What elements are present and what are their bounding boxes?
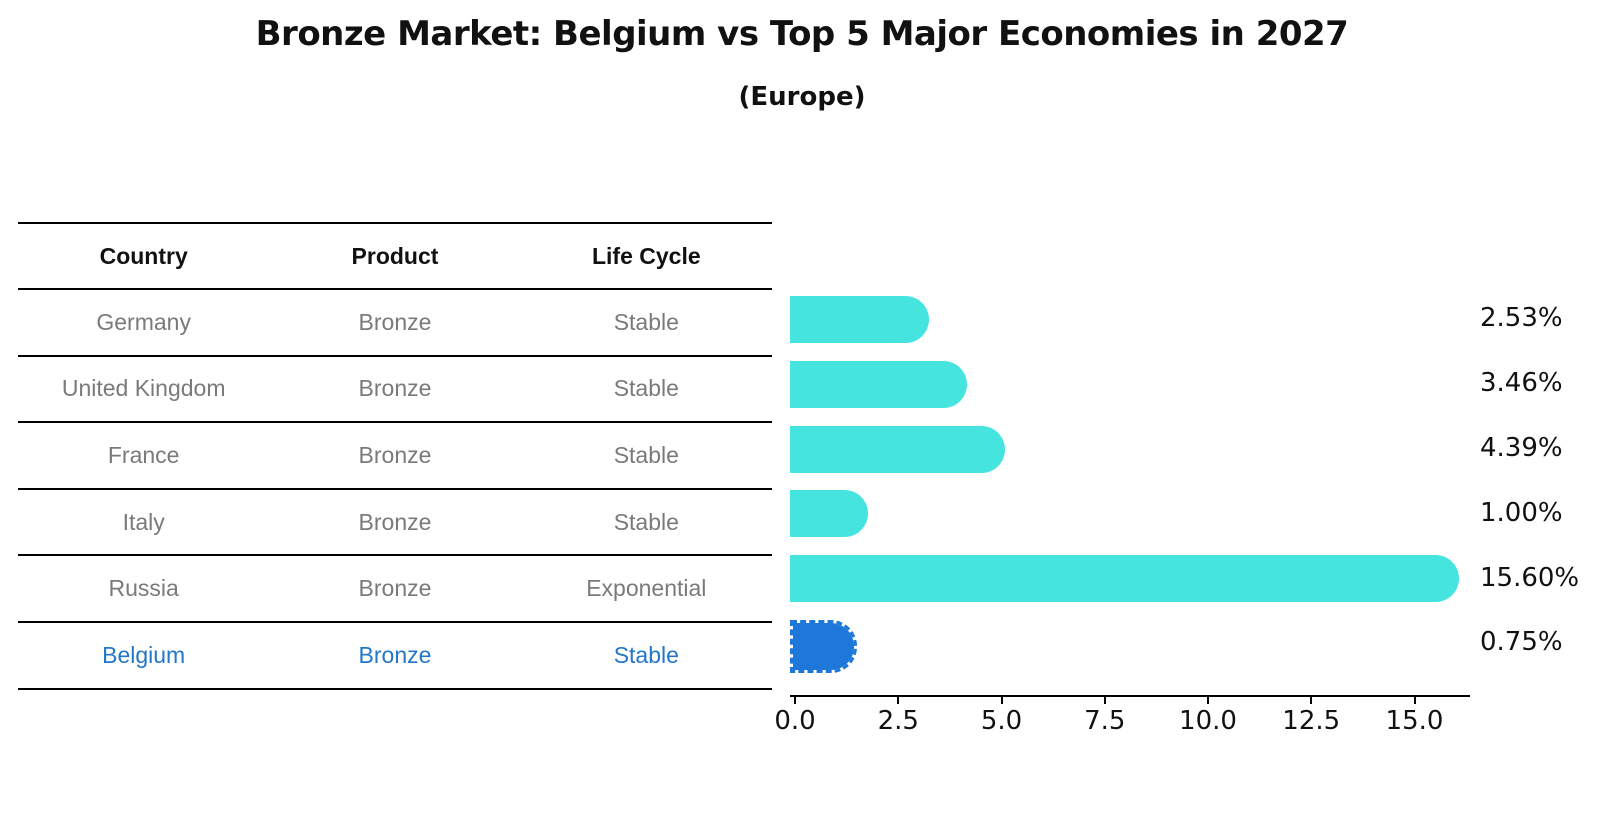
bar-value-label: 4.39%: [1480, 433, 1563, 463]
x-axis-tick: [794, 695, 796, 704]
column-header-life-cycle: Life Cycle: [591, 242, 701, 269]
cell-life-cycle: Stable: [613, 508, 679, 535]
cell-product: Bronze: [358, 575, 432, 602]
x-axis-tick: [1413, 695, 1416, 704]
bar-value-label: 0.75%: [1480, 627, 1563, 658]
chart-subtitle: (Europe): [738, 82, 866, 112]
table-body: Germany Bronze Stable United Kingdom Bronze S…: [18, 290, 772, 690]
bar-germany: [790, 295, 930, 343]
table-row: Belgium Bronze Stable: [18, 623, 772, 690]
bar-italy: [790, 490, 868, 538]
cell-product: Bronze: [358, 375, 432, 402]
bar-value-label: 1.00%: [1480, 497, 1563, 528]
cell-country: Italy: [122, 508, 165, 535]
x-axis-tick-label: 5.0: [980, 706, 1023, 736]
cell-life-cycle: Stable: [613, 641, 679, 668]
table-row: Russia Bronze Exponential: [18, 556, 772, 623]
bar-belgium-highlighted: [790, 619, 858, 673]
cell-life-cycle: Stable: [613, 441, 679, 468]
cell-life-cycle: Stable: [613, 375, 679, 402]
x-axis-tick-label: 15.0: [1385, 706, 1444, 736]
x-axis-tick-label: 2.5: [877, 706, 919, 736]
cell-country: Russia: [108, 575, 179, 602]
column-header-country: Country: [99, 242, 188, 269]
cell-life-cycle: Exponential: [586, 575, 707, 602]
column-header-product: Product: [351, 242, 439, 269]
x-axis-tick: [1207, 695, 1209, 704]
x-axis-tick-label: 7.5: [1084, 706, 1126, 736]
cell-life-cycle: Stable: [613, 308, 679, 335]
bar-united-kingdom: [790, 360, 968, 408]
x-axis-tick-label: 10.0: [1179, 706, 1237, 736]
x-axis-tick: [1103, 695, 1106, 704]
table-row: France Bronze Stable: [18, 423, 772, 490]
table-header-row: Country Product Life Cycle: [18, 224, 772, 290]
x-axis-tick: [1000, 695, 1003, 704]
table-row: Germany Bronze Stable: [18, 290, 772, 357]
cell-product: Bronze: [358, 508, 432, 535]
cell-product: Bronze: [358, 441, 432, 468]
bar-value-label: 2.53%: [1480, 303, 1563, 334]
cell-country: United Kingdom: [61, 375, 226, 402]
bar-value-label: 3.46%: [1480, 368, 1563, 399]
table-row: Italy Bronze Stable: [18, 490, 772, 557]
cell-country: Belgium: [102, 641, 186, 668]
bar-france: [790, 425, 1005, 473]
cell-country: Germany: [96, 308, 191, 335]
bar-russia: [790, 555, 1459, 603]
cell-product: Bronze: [358, 641, 432, 668]
bar-value-label: 15.60%: [1480, 562, 1580, 593]
x-axis-tick: [1310, 695, 1313, 704]
cell-product: Bronze: [358, 308, 432, 335]
country-table: Country Product Life Cycle Germany Bronze…: [18, 222, 772, 690]
table-row: United Kingdom Bronze Stable: [18, 357, 772, 424]
x-axis-tick: [897, 695, 900, 704]
bar-chart-plot-area: 0.0 2.5 5.0 7.5 10.0 12.5 15.0: [774, 287, 1470, 736]
cell-country: France: [107, 441, 180, 468]
chart-title: Bronze Market: Belgium vs Top 5 Major Ec…: [255, 14, 1349, 54]
x-axis-tick-label: 12.5: [1282, 706, 1341, 736]
x-axis-tick-label: 0.0: [774, 706, 816, 736]
